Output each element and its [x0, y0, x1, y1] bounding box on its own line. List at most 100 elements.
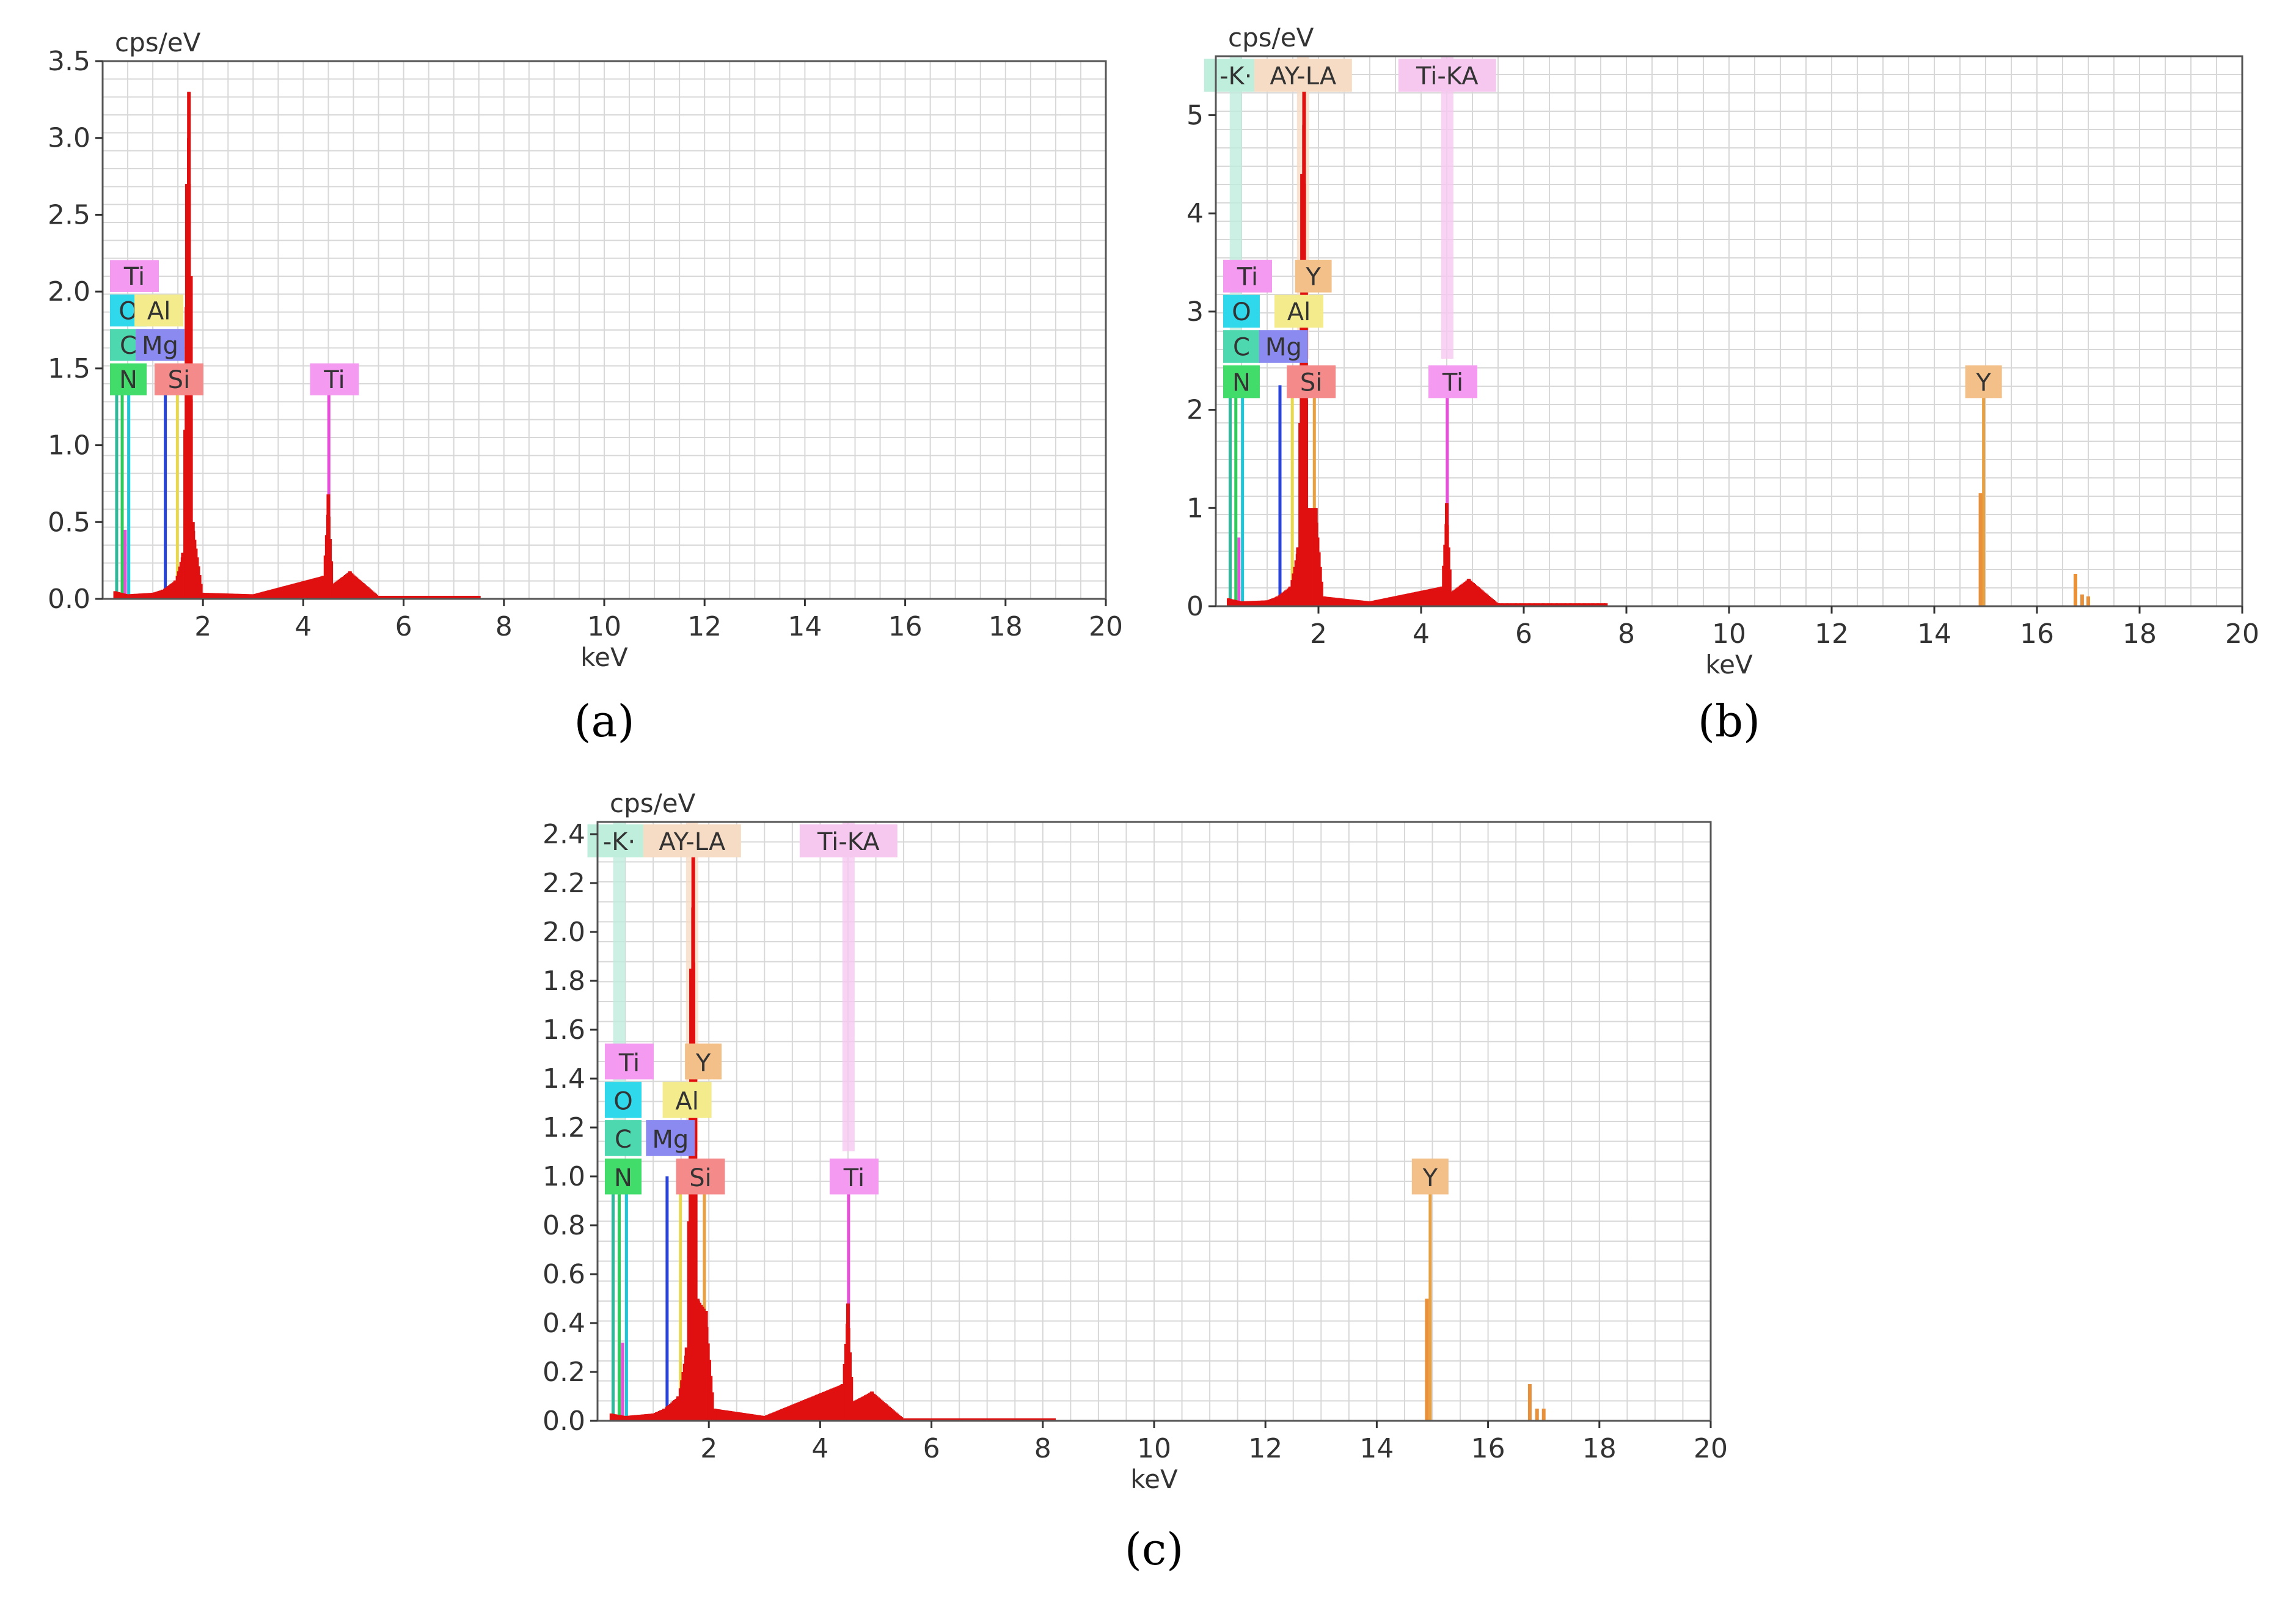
element-label-text: Ti: [1442, 369, 1463, 397]
element-label-box: [310, 363, 359, 395]
y-tick-label: 0.6: [543, 1259, 585, 1290]
y-tick-label: 1.4: [543, 1063, 585, 1094]
y-tick-label: 0.0: [543, 1406, 585, 1437]
x-tick-label: 8: [495, 611, 513, 642]
y-tick-label: 0.0: [48, 584, 90, 615]
eds-panel-a: TiO AlC MgN Si Ti2 4 6 8 10 12 14 16 18 200.00.51.01.…: [48, 28, 1123, 747]
top-label-box: [1254, 59, 1352, 92]
x-tick-label: 6: [923, 1433, 940, 1464]
element-label-box: [1428, 365, 1477, 398]
element-label-box: [136, 329, 185, 361]
top-label-text: -K·: [1219, 62, 1252, 90]
element-label-box: [662, 1082, 712, 1118]
element-label-box: [646, 1120, 695, 1156]
x-tick-label: 16: [2020, 618, 2054, 650]
element-label-box: [829, 1158, 879, 1195]
x-tick-label: 8: [1618, 618, 1635, 650]
top-label-text: AY-LA: [1270, 62, 1337, 90]
x-tick-label: 6: [1515, 618, 1532, 650]
element-label-box: [1411, 1158, 1449, 1195]
element-label-text: O: [613, 1087, 632, 1115]
x-tick-label: 20: [1694, 1433, 1728, 1464]
x-tick-label: 12: [687, 611, 722, 642]
y-tick-label: 3.0: [48, 123, 90, 154]
x-tick-label: 2: [194, 611, 211, 642]
top-label-box: [799, 824, 898, 857]
top-label-box: [643, 824, 741, 857]
eds-panel-c: Ti Y O Al C Mg N Si Ti Y -K· AY-LA Ti-KA 2 4 6 8 10 12 14 16…: [543, 788, 1728, 1575]
element-label-box: [134, 294, 184, 327]
element-label-box: [1965, 365, 2002, 398]
element-label-text: O: [1232, 298, 1251, 326]
x-axis-label: keV: [1130, 1464, 1178, 1494]
grid: [598, 822, 1711, 1421]
y-tick-label: 3: [1186, 296, 1204, 328]
y-tick-label: 0.4: [543, 1308, 585, 1339]
element-label-box: [1295, 260, 1332, 293]
y-tick-label: 4: [1186, 198, 1204, 229]
y-tick-label: 2.0: [543, 917, 585, 948]
y-tick-label: 5: [1186, 100, 1204, 131]
top-label-text: -K·: [603, 828, 635, 856]
element-label-text: Ti: [1237, 263, 1258, 291]
y-tick-label: 2.5: [48, 199, 90, 230]
element-label-text: Ti: [843, 1164, 865, 1192]
element-label-text: N: [614, 1164, 632, 1192]
element-label-text: C: [615, 1126, 632, 1154]
element-label-text: C: [120, 332, 137, 360]
x-tick-label: 14: [1917, 618, 1951, 650]
top-label-text: Ti-KA: [1416, 62, 1479, 90]
element-label-text: Ti: [123, 263, 145, 291]
element-label-text: N: [1232, 369, 1251, 397]
x-tick-label: 12: [1248, 1433, 1282, 1464]
x-tick-label: 10: [1137, 1433, 1171, 1464]
x-axis-label: keV: [1705, 650, 1753, 680]
x-tick-label: 4: [1413, 618, 1430, 650]
y-tick-label: 2.2: [543, 868, 585, 899]
x-tick-label: 12: [1815, 618, 1849, 650]
y-tick-label: 1.2: [543, 1112, 585, 1143]
panel-label: (b): [1698, 695, 1760, 747]
top-label-band: [1441, 56, 1453, 359]
y-tick-label: 0.8: [543, 1210, 585, 1241]
x-tick-label: 20: [2225, 618, 2259, 650]
element-label-text: Mg: [142, 332, 178, 360]
y-tick-label: 1: [1186, 493, 1204, 524]
x-tick-label: 4: [294, 611, 312, 642]
element-label-text: Y: [1422, 1164, 1438, 1192]
y-tick-label: 1.0: [48, 430, 90, 461]
grid: [103, 61, 1106, 599]
element-label-text: Mg: [652, 1126, 689, 1154]
element-label-text: Si: [168, 366, 191, 394]
element-label-text: Al: [1287, 298, 1311, 326]
element-label-box: [1287, 365, 1336, 398]
y-tick-label: 1.8: [543, 966, 585, 997]
x-tick-label: 10: [587, 611, 621, 642]
element-label-text: Y: [1975, 369, 1991, 397]
element-label-text: Si: [689, 1164, 712, 1192]
element-label-box: [676, 1158, 725, 1195]
element-label-box: [110, 363, 147, 395]
y-tick-label: 1.6: [543, 1014, 585, 1046]
x-tick-label: 4: [811, 1433, 828, 1464]
top-label-text: AY-LA: [659, 828, 726, 856]
y-tick-label: 0: [1186, 591, 1204, 622]
y-axis-label: cps/eV: [1228, 23, 1314, 53]
element-label-text: Al: [147, 297, 170, 325]
y-axis-label: cps/eV: [610, 788, 696, 818]
element-label-text: N: [119, 366, 137, 394]
element-label-box: [605, 1043, 654, 1080]
x-tick-label: 6: [395, 611, 412, 642]
eds-panel-b: Ti YO AlC MgN Si Ti Y-K· AY-LA Ti-KA2 4 6 8 10 12 14 16…: [1186, 23, 2259, 747]
y-tick-label: 1.0: [543, 1161, 585, 1192]
x-tick-label: 16: [1471, 1433, 1505, 1464]
x-tick-label: 10: [1712, 618, 1746, 650]
element-label-text: Al: [675, 1087, 698, 1115]
x-tick-label: 2: [700, 1433, 717, 1464]
x-tick-label: 20: [1089, 611, 1123, 642]
element-label-text: Ti: [323, 366, 345, 394]
element-label-box: [1223, 295, 1260, 328]
element-label-text: Y: [695, 1049, 711, 1077]
element-label-box: [605, 1120, 642, 1156]
